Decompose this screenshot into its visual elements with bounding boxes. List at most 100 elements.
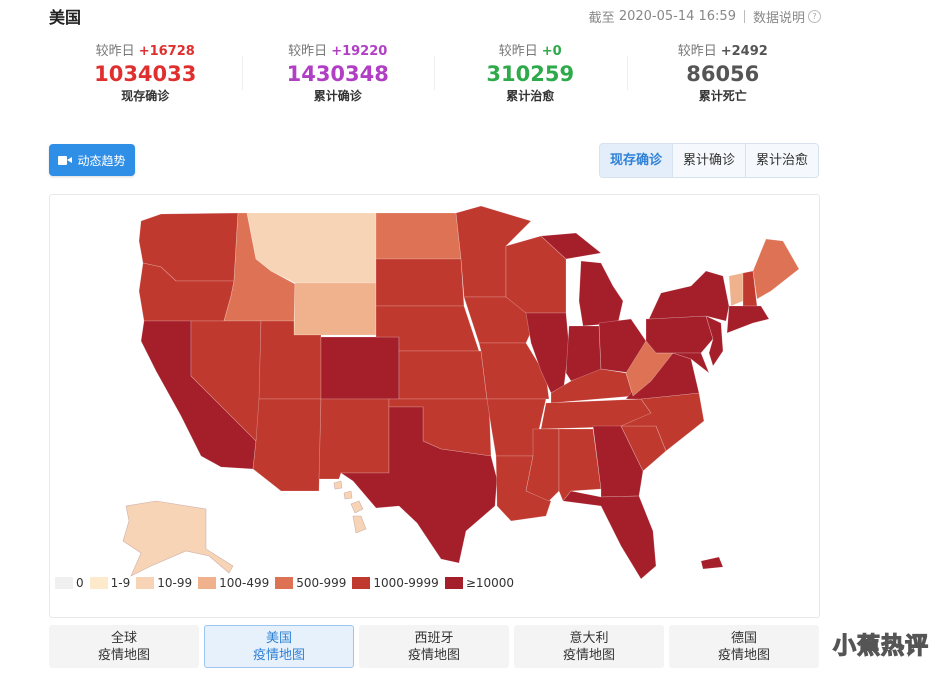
- stat-value: 310259: [486, 62, 575, 86]
- state-new-york[interactable]: [648, 270, 730, 322]
- tab-subtitle: 疫情地图: [562, 647, 615, 663]
- video-camera-icon: [58, 155, 73, 165]
- state-missouri[interactable]: [478, 342, 550, 400]
- legend-label: 100-499: [219, 576, 270, 590]
- state-pennsylvania[interactable]: [645, 315, 714, 354]
- update-time: 2020-05-14 16:59: [618, 9, 736, 24]
- state-north-carolina[interactable]: [620, 392, 705, 452]
- toggle-total-cured[interactable]: 累计治愈: [745, 144, 818, 177]
- legend-label: 500-999: [296, 576, 347, 590]
- legend-swatch: [352, 577, 371, 589]
- stat-total-cured: 较昨日 +0 310259 累计治愈: [434, 42, 627, 108]
- stat-label: 累计死亡: [698, 89, 747, 103]
- legend-label: 10-99: [157, 576, 193, 590]
- us-map-panel: 0 1-9 10-99 100-499 500-999 1000-9999 ≥1…: [49, 194, 820, 618]
- state-vermont[interactable]: [728, 272, 744, 307]
- state-new-mexico[interactable]: [318, 398, 390, 480]
- state-wyoming[interactable]: [293, 282, 377, 336]
- country-tabs: 全球 疫情地图 美国 疫情地图 西班牙 疫情地图 意大利 疫情地图 德国 疫情地…: [49, 625, 824, 668]
- stat-value: 1430348: [286, 62, 389, 86]
- divider: [743, 10, 745, 23]
- tab-germany-map[interactable]: 德国 疫情地图: [669, 625, 819, 668]
- legend-swatch: [89, 577, 108, 589]
- map-legend: 0 1-9 10-99 100-499 500-999 1000-9999 ≥1…: [55, 576, 520, 590]
- tab-title: 全球: [110, 630, 137, 646]
- trend-button-label: 动态趋势: [77, 153, 126, 168]
- stat-delta: +19220: [331, 44, 388, 59]
- tab-subtitle: 疫情地图: [97, 647, 150, 663]
- state-kansas[interactable]: [398, 350, 488, 400]
- update-info: 截至 2020-05-14 16:59 数据说明 ?: [589, 7, 821, 26]
- legend-swatch: [444, 577, 463, 589]
- delta-label: 较昨日: [498, 44, 538, 59]
- toggle-current-confirmed[interactable]: 现存确诊: [600, 144, 672, 177]
- tab-subtitle: 疫情地图: [252, 647, 305, 663]
- state-alaska[interactable]: [122, 500, 234, 577]
- legend-item: 1000-9999: [352, 576, 439, 590]
- legend-swatch: [55, 577, 73, 589]
- legend-swatch: [136, 577, 155, 589]
- legend-item: ≥10000: [444, 576, 515, 590]
- stat-total-deaths: 较昨日 +2492 86056 累计死亡: [626, 42, 820, 108]
- tab-spain-map[interactable]: 西班牙 疫情地图: [359, 625, 509, 668]
- legend-label: 0: [76, 576, 84, 590]
- tab-title: 美国: [265, 630, 292, 646]
- legend-item: 100-499: [198, 576, 269, 590]
- tab-title: 德国: [730, 630, 757, 646]
- delta-label: 较昨日: [677, 44, 717, 59]
- help-icon[interactable]: ?: [808, 10, 821, 23]
- state-hawaii[interactable]: [333, 480, 367, 534]
- stat-value: 86056: [686, 62, 760, 86]
- tab-subtitle: 疫情地图: [407, 647, 460, 663]
- stat-value: 1034033: [94, 62, 197, 86]
- stats-panel: 较昨日 +16728 1034033 现存确诊 较昨日 +19220 1430348…: [49, 42, 819, 108]
- state-michigan[interactable]: [578, 260, 624, 327]
- us-map: [122, 205, 800, 580]
- tab-italy-map[interactable]: 意大利 疫情地图: [514, 625, 664, 668]
- tab-global-map[interactable]: 全球 疫情地图: [49, 625, 199, 668]
- legend-item: 500-999: [275, 576, 346, 590]
- stat-delta: +16728: [138, 44, 195, 59]
- legend-item: 1-9: [89, 576, 131, 590]
- stat-current-confirmed: 较昨日 +16728 1034033 现存确诊: [49, 42, 242, 108]
- tab-subtitle: 疫情地图: [717, 647, 770, 663]
- watermark: 小蕉热评: [832, 632, 929, 659]
- tab-title: 西班牙: [414, 630, 454, 646]
- state-florida[interactable]: [562, 490, 657, 580]
- state-massachusetts[interactable]: [726, 305, 770, 334]
- legend-label: ≥10000: [465, 576, 515, 590]
- tab-title: 意大利: [569, 630, 609, 646]
- state-south-dakota[interactable]: [375, 258, 465, 307]
- state-michigan-upper[interactable]: [540, 232, 602, 260]
- legend-label: 1-9: [110, 576, 131, 590]
- page-title: 美国: [49, 8, 82, 27]
- stat-total-confirmed: 较昨日 +19220 1430348 累计确诊: [241, 42, 435, 108]
- state-new-jersey[interactable]: [705, 315, 724, 367]
- state-maine[interactable]: [752, 238, 800, 300]
- trend-button[interactable]: 动态趋势: [49, 144, 135, 176]
- state-texas[interactable]: [340, 406, 498, 564]
- state-colorado[interactable]: [320, 336, 400, 400]
- stat-delta: +2492: [720, 44, 768, 59]
- state-arizona[interactable]: [252, 398, 322, 492]
- legend-label: 1000-9999: [373, 576, 439, 590]
- stat-label: 现存确诊: [121, 89, 170, 103]
- legend-swatch: [275, 577, 294, 589]
- delta-label: 较昨日: [95, 44, 135, 59]
- tab-us-map[interactable]: 美国 疫情地图: [204, 625, 354, 668]
- territory-puerto-rico[interactable]: [700, 556, 724, 570]
- legend-swatch: [198, 577, 217, 589]
- legend-item: 0: [55, 576, 84, 590]
- stat-delta: +0: [541, 44, 562, 59]
- legend-item: 10-99: [136, 576, 192, 590]
- stat-label: 累计确诊: [313, 89, 362, 103]
- update-prefix: 截至: [588, 11, 615, 26]
- state-maryland[interactable]: [656, 352, 710, 374]
- view-toggle: 现存确诊 累计确诊 累计治愈: [599, 143, 819, 178]
- state-louisiana[interactable]: [495, 455, 552, 522]
- data-note-link[interactable]: 数据说明: [752, 11, 805, 26]
- state-north-dakota[interactable]: [375, 212, 462, 260]
- delta-label: 较昨日: [288, 44, 328, 59]
- toggle-total-confirmed[interactable]: 累计确诊: [672, 144, 745, 177]
- stat-label: 累计治愈: [506, 89, 555, 103]
